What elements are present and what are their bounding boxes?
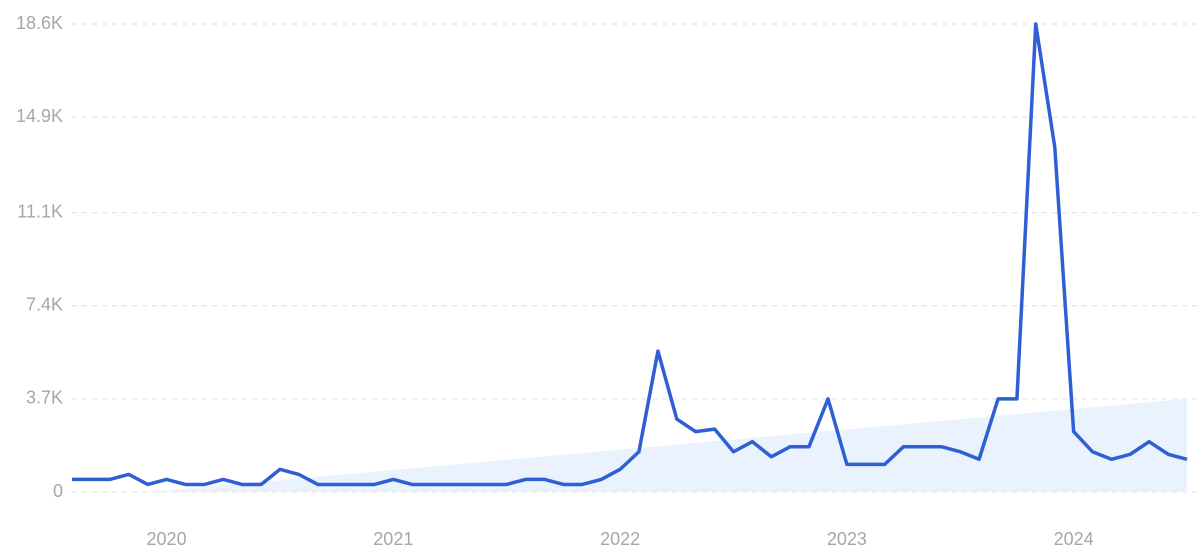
- x-tick-label: 2024: [1054, 529, 1094, 549]
- x-tick-label: 2023: [827, 529, 867, 549]
- x-tick-label: 2022: [600, 529, 640, 549]
- y-tick-label: 14.9K: [16, 106, 63, 126]
- x-tick-label: 2021: [373, 529, 413, 549]
- y-tick-label: 0: [53, 481, 63, 501]
- y-tick-label: 11.1K: [17, 201, 63, 221]
- x-tick-label: 2020: [147, 529, 187, 549]
- y-tick-label: 7.4K: [26, 295, 63, 315]
- trend-area: [147, 398, 1188, 492]
- line: [72, 22, 1188, 487]
- y-tick-label: 3.7K: [26, 388, 63, 408]
- y-tick-label: 18.6K: [16, 13, 63, 33]
